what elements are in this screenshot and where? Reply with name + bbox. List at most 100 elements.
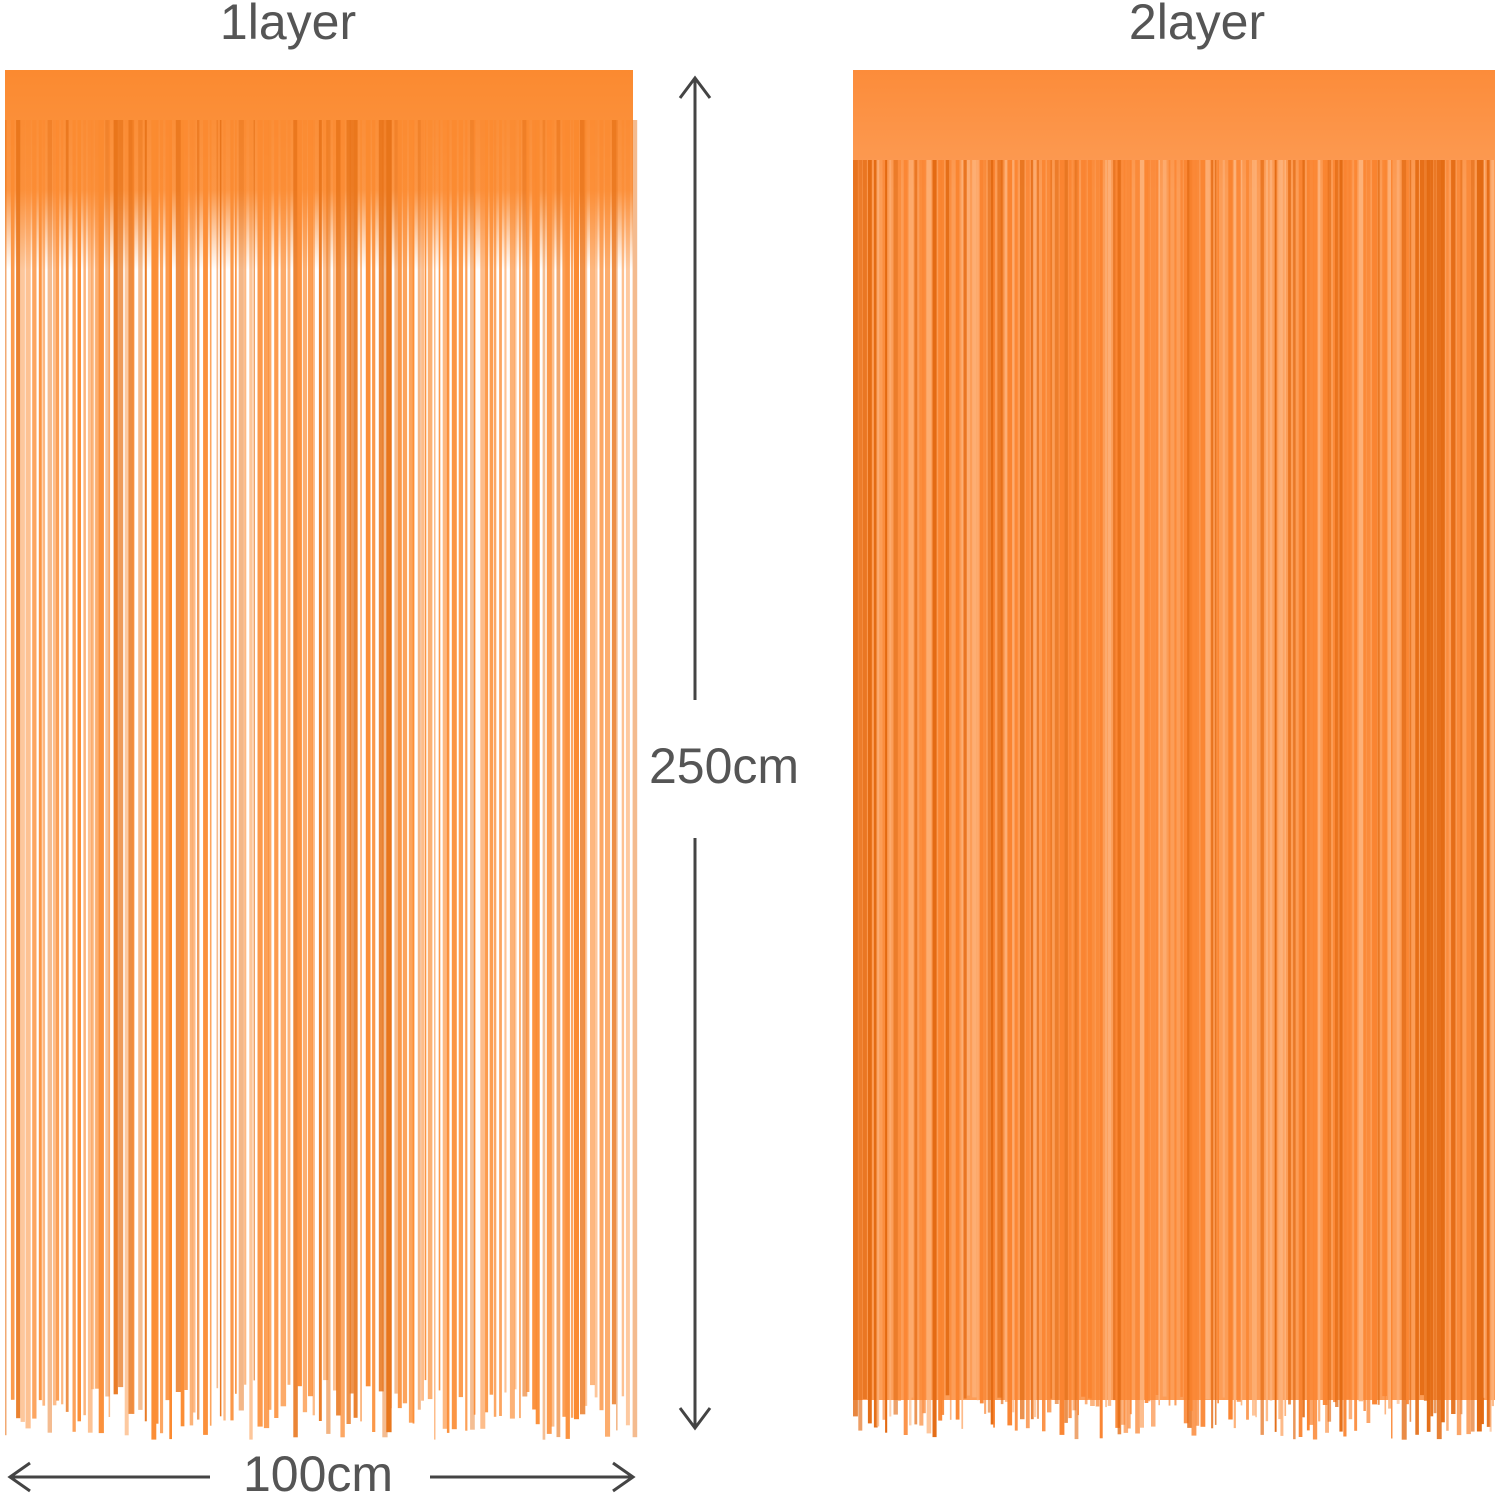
width-arrow [7,1461,636,1493]
fringe-strand [1107,160,1112,1406]
fringe-strand [1113,160,1116,1401]
fringe-strand [565,120,570,1439]
fringe-strand [1014,160,1018,1431]
fringe-strand [1343,160,1347,1437]
fringe-strand [914,160,918,1425]
fringe-strand [1129,160,1132,1415]
fringe-strand [1406,160,1409,1405]
fringe-strand [1278,160,1282,1420]
fringe-strand [493,120,497,1417]
fringe-strand [1433,160,1437,1414]
fringe-strand [118,120,124,1388]
fringe-strand [274,120,279,1418]
fringe-strand [65,120,69,1412]
fringe-strand [424,120,427,1381]
fringe-strand [235,120,237,1394]
fringe-strand [485,120,489,1413]
fringe-strand [1025,160,1030,1429]
fringe-strand [1363,160,1366,1411]
fringe-strand [940,160,945,1415]
fringe-strand [197,120,200,1420]
fringe-strand [1246,160,1249,1420]
fringe-strand [1095,160,1100,1407]
fringe-strand [312,120,315,1416]
fringe-strand [1020,160,1025,1420]
height-label: 250cm [649,738,799,794]
fringe-strand [532,120,537,1410]
fringe-strand [1391,160,1393,1439]
fringe-strand [867,160,872,1424]
fringe-strand [932,160,937,1438]
fringe-strand [882,160,886,1420]
fringe-strand [590,120,595,1386]
fringe-strand [1415,160,1419,1435]
fringe-strand [1004,160,1010,1402]
fringe-strand [1195,160,1200,1426]
fringe-strand [961,160,964,1429]
fringe-strand [885,160,888,1433]
fringe-strand [394,120,398,1394]
fringe-strand [1420,160,1424,1396]
fringe-strand [514,120,517,1390]
fringe-strand [180,120,185,1427]
fringe-strand [1312,160,1318,1440]
width-label: 100cm [243,1446,393,1500]
fringe-strand [1388,160,1392,1409]
fringe-strand [1401,160,1407,1440]
fringe-strand [417,120,421,1410]
fringe-strand [160,120,164,1434]
fringe-strand [1333,160,1337,1403]
fringe-strand [1047,160,1052,1413]
fringe-strand [1280,160,1284,1436]
fringe-strand [605,120,611,1437]
fringe-strand [1409,160,1412,1422]
fringe-strand [113,120,118,1395]
fringe-strand [1491,160,1494,1407]
fringe-strand [1265,160,1269,1422]
fringe-strand [372,120,376,1432]
fringe-strand [1222,160,1225,1398]
curtain-one-layer [5,70,638,1440]
fringe-strand [919,160,924,1426]
fringe-strand [326,120,331,1434]
fringe-strand [56,120,60,1401]
fringe-strand [151,120,157,1440]
fringe-strand [1105,160,1107,1408]
fringe-strand [216,120,219,1389]
fringe-strand [1217,160,1219,1404]
fringe-strand [1476,160,1482,1432]
fringe-strand [465,120,468,1431]
fringe-strand [223,120,226,1421]
fringe-strand [458,120,463,1398]
fringe-strand [876,160,880,1427]
fringe-strand [412,120,415,1424]
fringe-strand [1318,160,1321,1422]
fringe-strand [52,120,57,1406]
fringe-strand [1426,160,1431,1432]
fringe-strand [1090,160,1095,1406]
fringe-strand [1466,160,1471,1435]
fringe-strand [574,120,579,1420]
fringe-strand [253,120,255,1381]
fringe-strand [98,120,104,1434]
fringe-strand [38,120,42,1401]
fringe-strand [997,160,1003,1398]
fringe-strand [903,160,908,1435]
fringe-strand [542,120,546,1440]
fringe-strand [165,120,170,1401]
fringe-strand [108,120,111,1417]
fringe-strand [632,120,638,1438]
fringe-strand [473,120,476,1415]
fringe-strand [963,160,967,1399]
fringe-strand [955,160,960,1420]
fringe-strand [1030,160,1034,1420]
fringe-strand [862,160,867,1399]
fringe-strand [128,120,134,1414]
fringe-strand [91,120,95,1390]
fringe-strand [138,120,143,1410]
fringe-strand [1211,160,1214,1429]
fringe-strand [5,120,7,1436]
fringe-strand [219,120,222,1417]
fringe-strand [1423,160,1429,1401]
fringe-strand [1306,160,1310,1431]
